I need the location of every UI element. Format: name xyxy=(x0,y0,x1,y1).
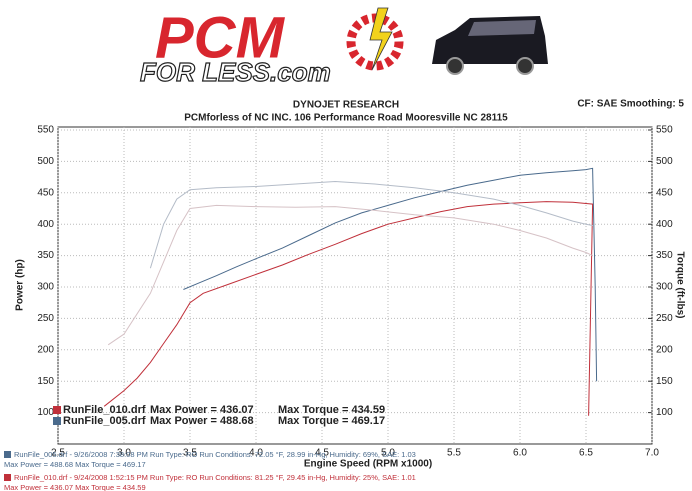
legend-swatch xyxy=(53,406,61,414)
legend-file: RunFile_005.drf xyxy=(63,415,146,427)
y2-tick-label: 100 xyxy=(656,407,673,418)
x-tick-label: 6.5 xyxy=(579,448,593,459)
y-tick-label: 300 xyxy=(37,282,54,293)
run-swatch xyxy=(4,451,11,458)
x-tick-label: 4.0 xyxy=(249,448,263,459)
series-line xyxy=(183,167,598,382)
logo-top: PCM xyxy=(155,5,286,70)
legend-swatch xyxy=(53,417,61,425)
series-line xyxy=(103,201,594,416)
legend-torque: Max Torque = 434.59 xyxy=(278,404,385,416)
y-tick-label: 500 xyxy=(37,156,54,167)
legend-torque: Max Torque = 469.17 xyxy=(278,415,385,427)
y-tick-label: 550 xyxy=(37,125,54,136)
logo-bolt xyxy=(369,7,393,71)
y2-tick-label: 300 xyxy=(656,282,673,293)
address: PCMforless of NC INC. 106 Performance Ro… xyxy=(184,113,508,124)
y-tick-label: 350 xyxy=(37,250,54,261)
y2-tick-label: 500 xyxy=(656,156,673,167)
y2-axis-title: Torque (ft-lbs) xyxy=(674,251,685,318)
run-info: RunFile_010.drf - 9/24/2008 1:52:15 PM R… xyxy=(14,473,416,482)
x-tick-label: 3.5 xyxy=(183,448,197,459)
y-tick-label: 250 xyxy=(37,313,54,324)
x-tick-label: 5.0 xyxy=(381,448,395,459)
y2-tick-label: 150 xyxy=(656,376,673,387)
company: DYNOJET RESEARCH xyxy=(293,100,399,111)
run-info: RunFile_005.drf - 9/26/2008 7:38:08 PM R… xyxy=(14,450,416,459)
x-tick-label: 2.5 xyxy=(51,448,65,459)
y2-tick-label: 400 xyxy=(656,219,673,230)
legend-power: Max Power = 488.68 xyxy=(150,415,254,427)
x-tick-label: 5.5 xyxy=(447,448,461,459)
y-axis-title: Power (hp) xyxy=(15,259,26,311)
run-max: Max Power = 436.07 Max Torque = 434.59 xyxy=(4,483,146,491)
x-tick-label: 4.5 xyxy=(315,448,329,459)
y-tick-label: 400 xyxy=(37,219,54,230)
x-tick-label: 7.0 xyxy=(645,448,659,459)
y-tick-label: 100 xyxy=(37,407,54,418)
y2-tick-label: 200 xyxy=(656,344,673,355)
y2-tick-label: 450 xyxy=(656,187,673,198)
logo-bottom: FOR LESS.com xyxy=(140,57,331,87)
series-line xyxy=(107,204,593,346)
legend-file: RunFile_010.drf xyxy=(63,404,146,416)
y-tick-label: 200 xyxy=(37,344,54,355)
plot-frame xyxy=(57,126,653,445)
legend-power: Max Power = 436.07 xyxy=(150,404,254,416)
series-line xyxy=(149,180,593,269)
x-tick-label: 6.0 xyxy=(513,448,527,459)
x-tick-label: 3.0 xyxy=(117,448,131,459)
y-tick-label: 450 xyxy=(37,187,54,198)
y2-tick-label: 250 xyxy=(656,313,673,324)
x-axis-title: Engine Speed (RPM x1000) xyxy=(304,459,432,470)
settings: CF: SAE Smoothing: 5 xyxy=(577,99,684,110)
y2-tick-label: 550 xyxy=(656,125,673,136)
run-swatch xyxy=(4,474,11,481)
y2-tick-label: 350 xyxy=(656,250,673,261)
truck-image xyxy=(432,16,548,75)
y-tick-label: 150 xyxy=(37,376,54,387)
logo-gear xyxy=(346,13,404,71)
run-max: Max Power = 488.68 Max Torque = 469.17 xyxy=(4,460,146,469)
